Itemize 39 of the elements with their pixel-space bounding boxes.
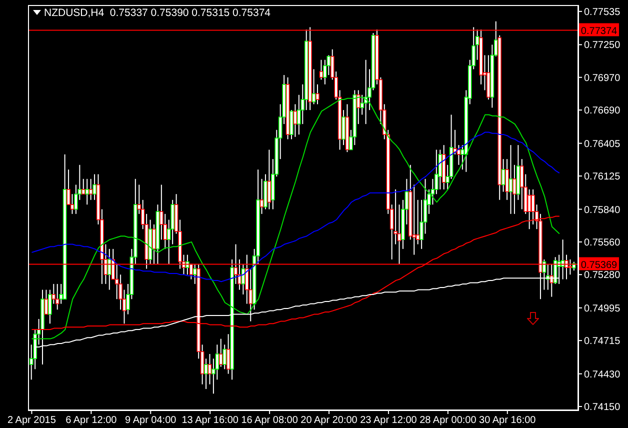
x-tick-label: 2 Apr 2015 <box>8 415 56 426</box>
candlestick <box>316 84 320 105</box>
x-tick-label: 13 Apr 16:00 <box>182 415 239 426</box>
candlestick <box>186 254 190 276</box>
x-tick-label: 16 Apr 08:00 <box>241 415 298 426</box>
y-tick-label: 0.74150 <box>584 402 621 414</box>
x-tick-label: 28 Apr 00:00 <box>420 415 477 426</box>
y-tick-label: 0.74715 <box>584 336 621 348</box>
candlestick <box>323 59 327 85</box>
candlestick <box>319 59 324 80</box>
candlestick <box>88 178 93 200</box>
y-tick-label: 0.76970 <box>584 72 621 84</box>
y-tick-label: 0.75560 <box>584 237 621 248</box>
y-tick-label: 0.76125 <box>584 172 621 183</box>
candlestick <box>508 144 513 214</box>
x-tick-label: 20 Apr 20:00 <box>300 415 358 426</box>
y-tick-label: 0.76405 <box>584 138 621 150</box>
ref-line-label: 0.77374 <box>580 26 618 38</box>
x-tick-label: 30 Apr 16:00 <box>479 415 536 426</box>
candlestick <box>55 283 60 310</box>
x-tick-label: 6 Apr 12:00 <box>66 415 118 426</box>
y-tick-label: 0.76690 <box>584 106 621 117</box>
y-tick-label: 0.74430 <box>584 369 621 380</box>
ref-line-label: 0.75369 <box>580 260 618 272</box>
y-tick-label: 0.74995 <box>584 303 621 314</box>
candlestick <box>81 178 86 195</box>
x-tick-label: 9 Apr 04:00 <box>125 415 177 426</box>
candlestick <box>520 158 524 210</box>
y-tick-label: 0.75840 <box>584 204 621 216</box>
x-tick-label: 23 Apr 12:00 <box>360 415 418 426</box>
candlestick <box>293 104 298 138</box>
candlestick <box>438 149 442 190</box>
y-tick-label: 0.75280 <box>584 270 621 282</box>
candlestick <box>218 338 223 368</box>
candlestick <box>267 149 272 210</box>
candlestick <box>85 178 89 206</box>
chart-title: NZDUSD,H4 0.75337 0.75390 0.75315 0.75374 <box>44 7 270 19</box>
y-tick-label: 0.77535 <box>584 6 621 18</box>
y-tick-label: 0.77250 <box>584 40 621 52</box>
